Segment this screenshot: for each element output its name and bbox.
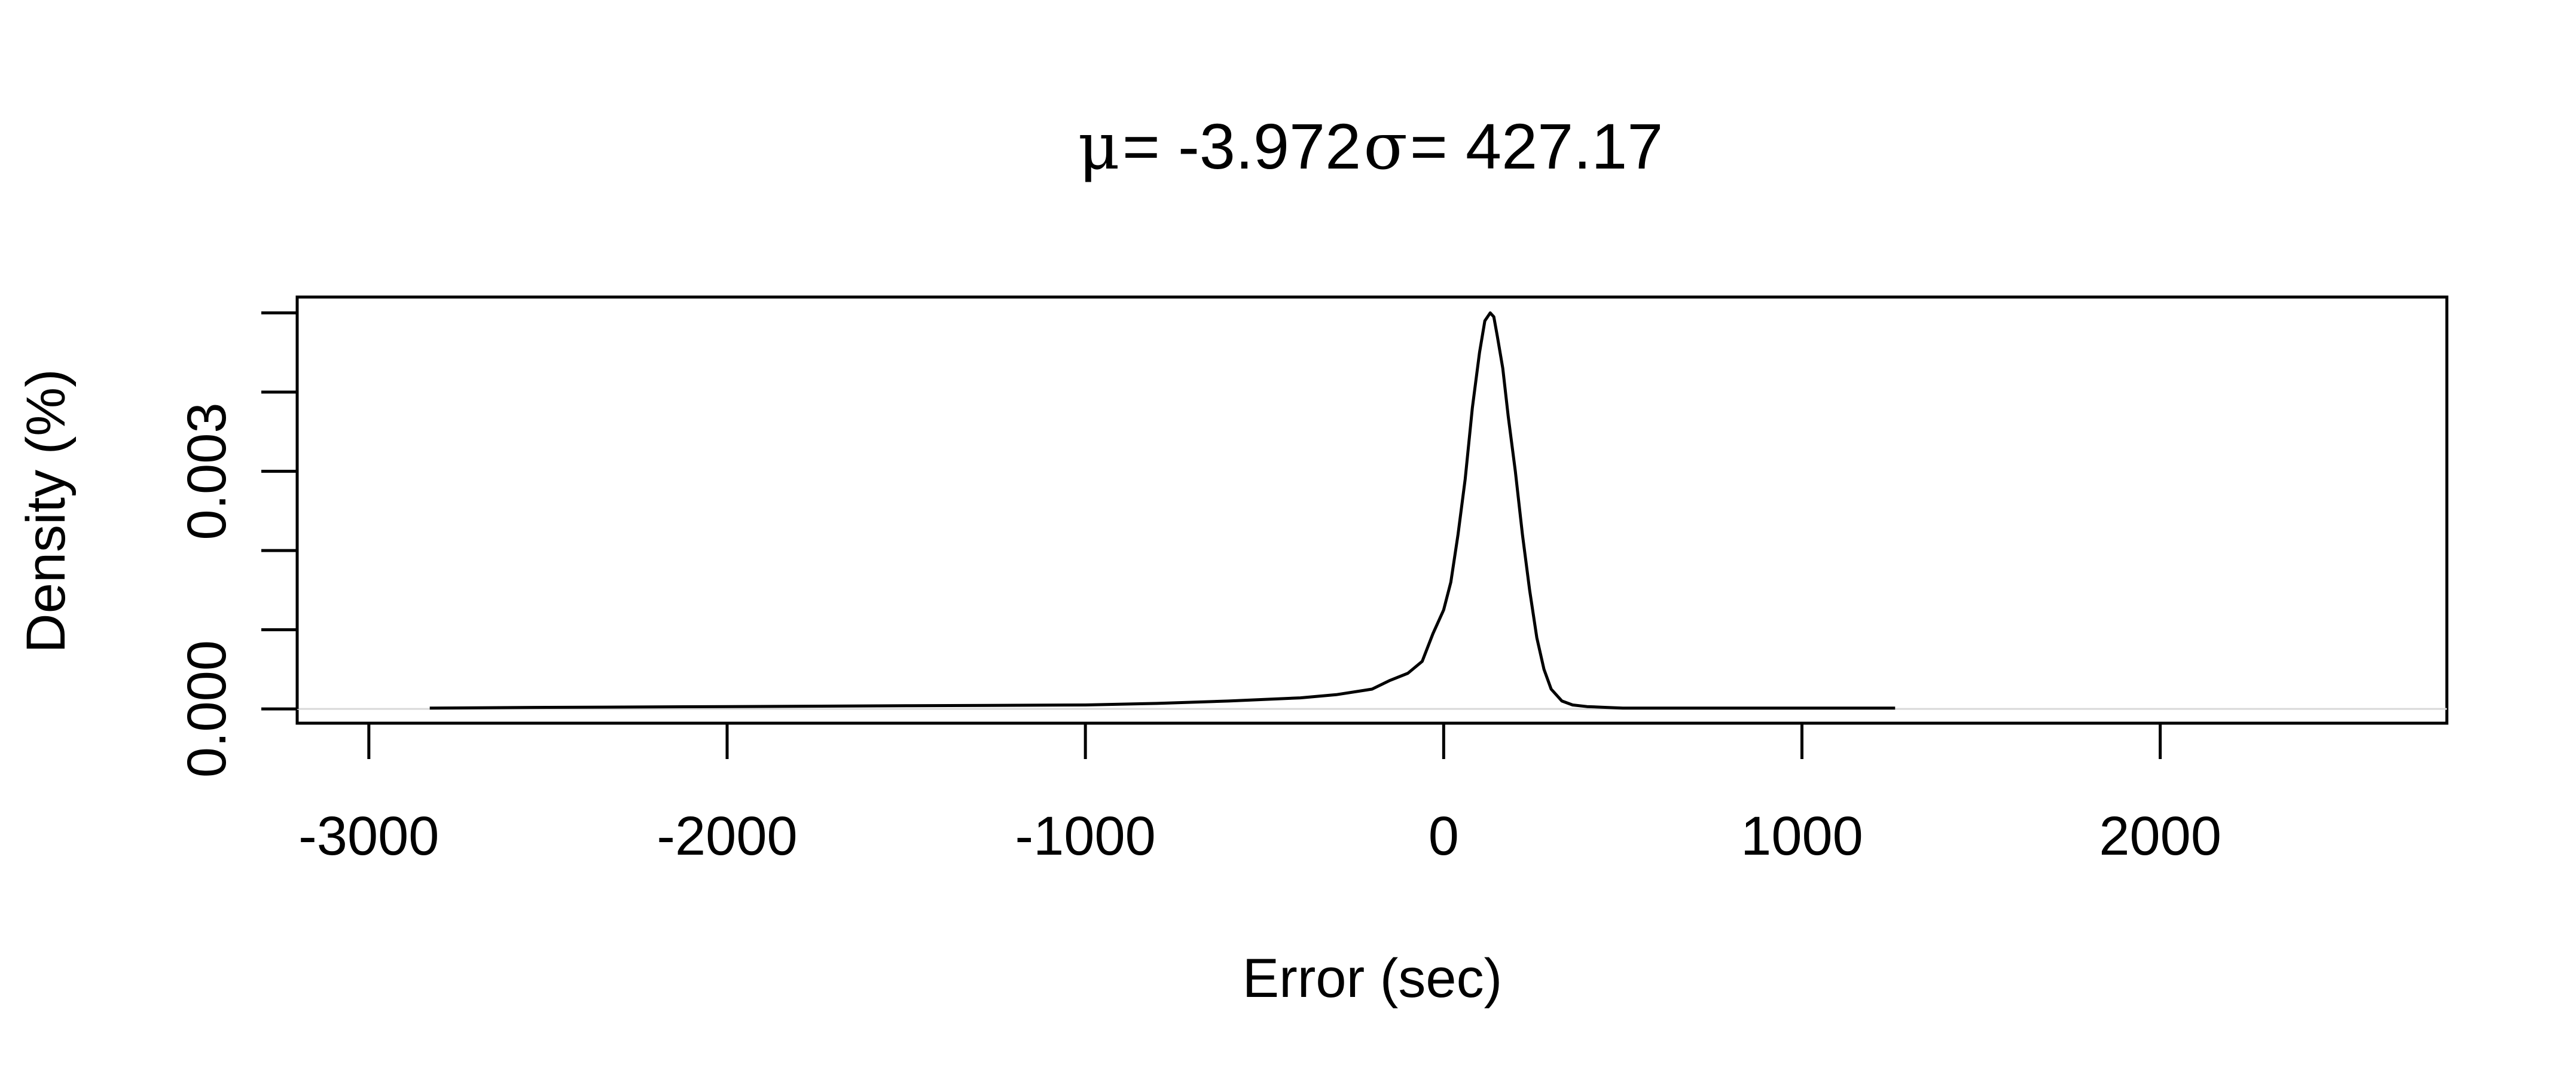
x-tick-label: -3000: [298, 806, 439, 867]
title-mu-value: = -3.972: [1122, 110, 1361, 182]
density-curve: [429, 311, 1896, 710]
x-tick-label: -1000: [1015, 806, 1156, 867]
x-tick-label: 0: [1429, 806, 1459, 867]
x-tick-label: 1000: [1741, 806, 1863, 867]
y-tick-label: 0.003: [176, 402, 237, 540]
title-sigma-value: = 427.17: [1410, 110, 1663, 182]
x-tick-label: 2000: [2099, 806, 2221, 867]
title-sigma-symbol: σ: [1363, 109, 1408, 184]
y-axis: 0.000 0.003: [176, 311, 299, 778]
y-tick-label: 0.000: [176, 640, 237, 778]
x-axis: -3000 -2000 -1000 0 1000 2000: [298, 721, 2221, 867]
chart-title: μ = -3.972 σ = 427.17: [1078, 109, 1664, 184]
x-axis-label: Error (sec): [1243, 948, 1502, 1009]
y-axis-label: Density (%): [16, 369, 77, 653]
title-mu-symbol: μ: [1078, 109, 1120, 184]
plot-frame: [295, 295, 2449, 725]
x-tick-label: -2000: [657, 806, 797, 867]
